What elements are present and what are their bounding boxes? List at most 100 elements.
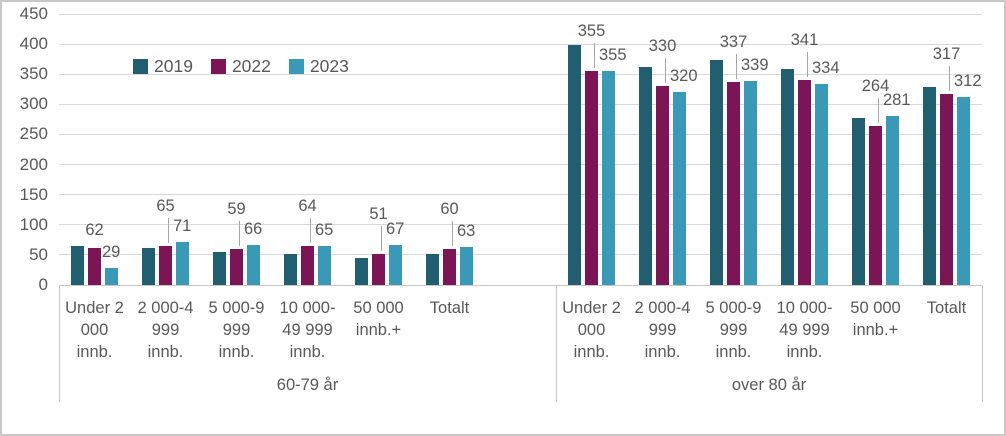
legend: 2019 2022 2023 (133, 56, 349, 77)
data-label-2023: 334 (812, 58, 840, 77)
legend-swatch-2023 (288, 59, 304, 74)
bar-2019 (142, 248, 155, 285)
data-label-2022: 330 (648, 37, 677, 56)
bar-2022 (443, 248, 456, 285)
bar-2023 (673, 92, 686, 285)
data-label-2023: 281 (883, 90, 911, 109)
bar-2019 (852, 118, 865, 285)
y-axis-tick-label: 250 (19, 124, 48, 144)
category-label: Under 2 000 innb. (562, 299, 621, 361)
bar-2022 (585, 71, 598, 285)
bar-2022 (940, 94, 953, 285)
bar-2023 (602, 71, 615, 285)
data-label-2023: 339 (741, 55, 769, 74)
data-label-2022: 337 (719, 33, 748, 52)
gridline (59, 254, 982, 256)
bar-2019 (923, 86, 936, 285)
data-label-leader-line (948, 66, 950, 92)
bar-2019 (355, 257, 368, 285)
category-axis-separator (59, 285, 60, 402)
data-label-2022: 65 (156, 196, 175, 215)
bar-2019 (426, 253, 439, 285)
data-label-leader-line (309, 218, 311, 244)
legend-swatch-2022 (210, 59, 226, 74)
gridline (59, 13, 982, 15)
legend-label: 2022 (231, 56, 271, 76)
data-label-2023: 65 (315, 220, 334, 239)
category-label: 5 000-9 999 innb. (208, 299, 265, 361)
category-label: 5 000-9 999 innb. (705, 299, 762, 361)
category-label: 2 000-4 999 innb. (634, 299, 691, 361)
gridline (59, 133, 982, 135)
category-label: 10 000- 49 999 innb. (279, 299, 336, 361)
bar-2023 (744, 80, 757, 285)
bar-2023 (389, 244, 402, 285)
group-label: over 80 år (731, 376, 807, 394)
bar-2022 (798, 79, 811, 285)
bar-2023 (247, 245, 260, 285)
gridline (59, 194, 982, 196)
data-label-leader-line (593, 43, 595, 69)
bar-2023 (460, 247, 473, 285)
data-label-2023: 29 (102, 242, 121, 261)
data-label-2022: 317 (932, 45, 961, 64)
bar-2022 (230, 249, 243, 285)
category-label: 50 000 innb.+ (353, 299, 404, 339)
data-label-2022: 51 (369, 205, 388, 224)
legend-swatch-2019 (133, 59, 148, 74)
data-label-2022: 64 (298, 197, 317, 216)
bar-2019 (213, 252, 226, 285)
gridline (59, 164, 982, 166)
bar-2022 (159, 245, 172, 285)
data-label-2023: 355 (599, 46, 627, 65)
data-label-leader-line (451, 220, 453, 246)
category-axis-separator (982, 285, 983, 402)
legend-item-2019: 2019 (133, 56, 193, 77)
legend-label: 2023 (309, 56, 349, 76)
data-label-2022: 355 (577, 22, 606, 41)
bar-2022 (656, 86, 669, 285)
data-label-2023: 71 (173, 217, 192, 236)
y-axis-tick-label: 0 (38, 275, 48, 294)
bar-2022 (301, 246, 314, 285)
y-axis-tick-label: 50 (29, 244, 48, 264)
category-label: Totalt (926, 299, 967, 317)
data-label-2022: 341 (790, 30, 819, 49)
data-label-leader-line (238, 221, 240, 247)
gridline (59, 224, 982, 226)
bar-2019 (568, 45, 581, 285)
y-axis-tick-label: 350 (19, 64, 48, 84)
data-label-leader-line (380, 226, 382, 252)
y-axis-tick-label: 200 (19, 154, 48, 174)
bar-2022 (727, 82, 740, 285)
bar-2023 (886, 115, 899, 285)
data-label-2023: 320 (670, 67, 698, 86)
y-axis-tick-label: 300 (19, 94, 48, 114)
bar-2023 (105, 267, 118, 285)
bar-2022 (88, 247, 101, 285)
legend-item-2023: 2023 (288, 56, 349, 77)
bar-2019 (284, 253, 297, 285)
x-axis-line (59, 285, 982, 286)
gridline (59, 73, 982, 75)
bar-2019 (639, 66, 652, 285)
data-label-2023: 67 (386, 219, 405, 238)
y-axis-tick-label: 100 (19, 214, 48, 234)
bar-2023 (815, 83, 828, 285)
legend-label: 2019 (154, 56, 193, 76)
bar-2023 (957, 97, 970, 285)
data-label-leader-line (877, 98, 879, 123)
data-label-2023: 66 (244, 220, 263, 239)
bar-2023 (176, 242, 189, 285)
category-axis-separator (556, 285, 557, 402)
bar-2019 (781, 68, 794, 285)
y-axis-tick-label: 450 (19, 4, 48, 23)
group-label: 60-79 år (276, 376, 339, 394)
data-label-leader-line (735, 54, 737, 80)
data-label-2023: 312 (954, 72, 982, 91)
bar-2022 (869, 126, 882, 285)
category-label: 50 000 innb.+ (850, 299, 901, 339)
bar-2023 (318, 245, 331, 285)
data-label-2022: 264 (861, 77, 890, 95)
